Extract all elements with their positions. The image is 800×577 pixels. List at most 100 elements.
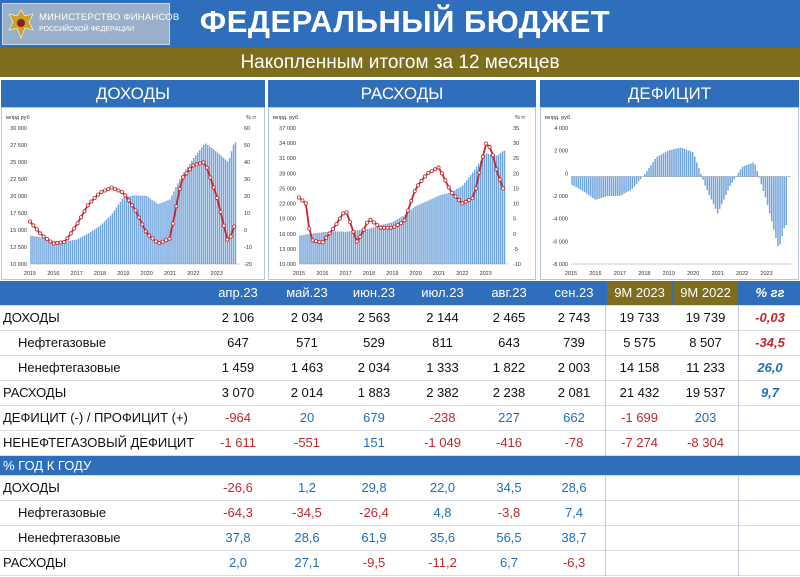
y2-tick-label: 20 — [513, 171, 519, 177]
row-label: РАСХОДЫ — [3, 385, 67, 400]
chart-bar — [307, 234, 309, 264]
table-cell: 19 739 — [685, 310, 726, 325]
series-point — [337, 216, 342, 221]
table-cell: 2 743 — [557, 310, 591, 325]
chart-bar — [201, 147, 203, 264]
table-cell: 19 537 — [685, 385, 726, 400]
series-point — [405, 208, 410, 213]
chart-bar — [698, 168, 700, 177]
chart-bar — [612, 176, 615, 196]
x-tick-label: 2020 — [410, 271, 422, 277]
table-row: РАСХОДЫ 3 070 2 014 1 883 2 382 2 238 2 081 21 … — [0, 381, 800, 406]
chart-bar — [165, 201, 167, 264]
chart-bar — [305, 234, 307, 264]
chart-bar — [390, 222, 393, 264]
x-tick-label: 2016 — [316, 271, 328, 277]
chart-bar — [151, 199, 153, 264]
chart-bar — [438, 195, 440, 264]
chart-bar — [573, 176, 575, 187]
chart-bar — [220, 156, 223, 264]
series-point — [320, 240, 325, 245]
column-divider — [738, 331, 739, 356]
chart-bar — [660, 154, 663, 177]
series-point — [365, 220, 370, 225]
y2-tick-label: 0 — [244, 228, 247, 234]
y2-tick-label: 20 — [244, 194, 250, 200]
section-income-header: ДОХОДЫ — [1, 80, 265, 107]
chart-bar — [606, 176, 609, 197]
chart-bar — [766, 176, 769, 205]
series-point — [126, 198, 131, 203]
series-point — [143, 229, 148, 234]
chart-bar — [775, 176, 777, 238]
chart-bar — [785, 176, 788, 226]
chart-bar — [462, 185, 464, 264]
chart-bar — [321, 232, 323, 264]
chart-bar — [319, 232, 321, 264]
chart-bar — [412, 208, 414, 264]
chart-bar — [631, 176, 634, 189]
chart-bar — [440, 194, 442, 264]
header-bar: МИНИСТЕРСТВО ФИНАНСОВ РОССИЙСКОЙ ФЕДЕРАЦ… — [0, 0, 800, 48]
chart-bar — [119, 201, 122, 264]
series-point — [310, 238, 315, 243]
chart-bar — [746, 165, 748, 177]
chart-bar — [677, 148, 679, 177]
y2-tick-label: 10 — [244, 211, 250, 217]
series-point — [92, 196, 97, 201]
series-point — [89, 199, 94, 204]
chart-bar — [62, 241, 64, 264]
table-cell: 2 034 — [357, 360, 391, 375]
chart-bar — [325, 231, 327, 264]
page-title: ФЕДЕРАЛЬНЫЙ БЮДЖЕТ — [199, 4, 611, 39]
chart-bar — [141, 195, 143, 264]
table-cell: -7 274 — [621, 435, 658, 450]
chart-bar — [477, 163, 480, 264]
chart-bar — [38, 237, 40, 264]
table-cell: 14 158 — [619, 360, 660, 375]
series-point — [164, 238, 169, 243]
table-cell: 21 432 — [619, 385, 660, 400]
chart-bar — [743, 165, 746, 177]
series-point — [187, 167, 192, 172]
series-point — [344, 210, 349, 215]
chart-bar — [491, 154, 494, 264]
table-row: НЕНЕФТЕГАЗОВЫЙ ДЕФИЦИТ -1 611 -551 151 -1 04… — [0, 431, 800, 456]
chart-bar — [380, 225, 383, 264]
column-divider — [605, 476, 606, 501]
chart-bar — [579, 176, 582, 190]
chart-bar — [93, 229, 96, 264]
table-cell: 1 822 — [492, 360, 526, 375]
table-cell: 19 733 — [619, 310, 660, 325]
series-point — [422, 174, 427, 179]
table-cell: 27,1 — [294, 555, 320, 570]
chart-bar — [42, 237, 44, 264]
chart-bar — [687, 150, 690, 177]
chart-bar — [315, 233, 317, 264]
table-cell: 662 — [563, 410, 585, 425]
series-point — [170, 221, 175, 226]
chart-bar — [454, 190, 456, 264]
series-point — [334, 221, 339, 226]
table-cell: -6,3 — [562, 555, 586, 570]
table-cell: 5 575 — [623, 335, 656, 350]
chart-bar — [629, 176, 632, 191]
chart-bar — [777, 176, 779, 247]
column-divider — [605, 381, 606, 406]
table-cell: 2 034 — [290, 310, 324, 325]
chart-bar — [474, 169, 476, 264]
column-divider — [605, 501, 606, 526]
table-cell: 35,6 — [429, 530, 456, 545]
y-tick-label: 2 000 — [554, 149, 568, 155]
column-divider — [738, 526, 739, 551]
row-label: Нефтегазовые — [18, 335, 107, 350]
table-cell: 22,0 — [429, 480, 456, 495]
chart-bar — [472, 172, 474, 264]
chart-bar — [600, 176, 602, 199]
chart-bar — [708, 176, 711, 195]
series-point — [123, 193, 128, 198]
chart-bar — [155, 202, 157, 264]
x-tick-label: 2018 — [638, 271, 650, 277]
chart-bar — [73, 239, 76, 264]
chart-bar — [614, 176, 617, 196]
